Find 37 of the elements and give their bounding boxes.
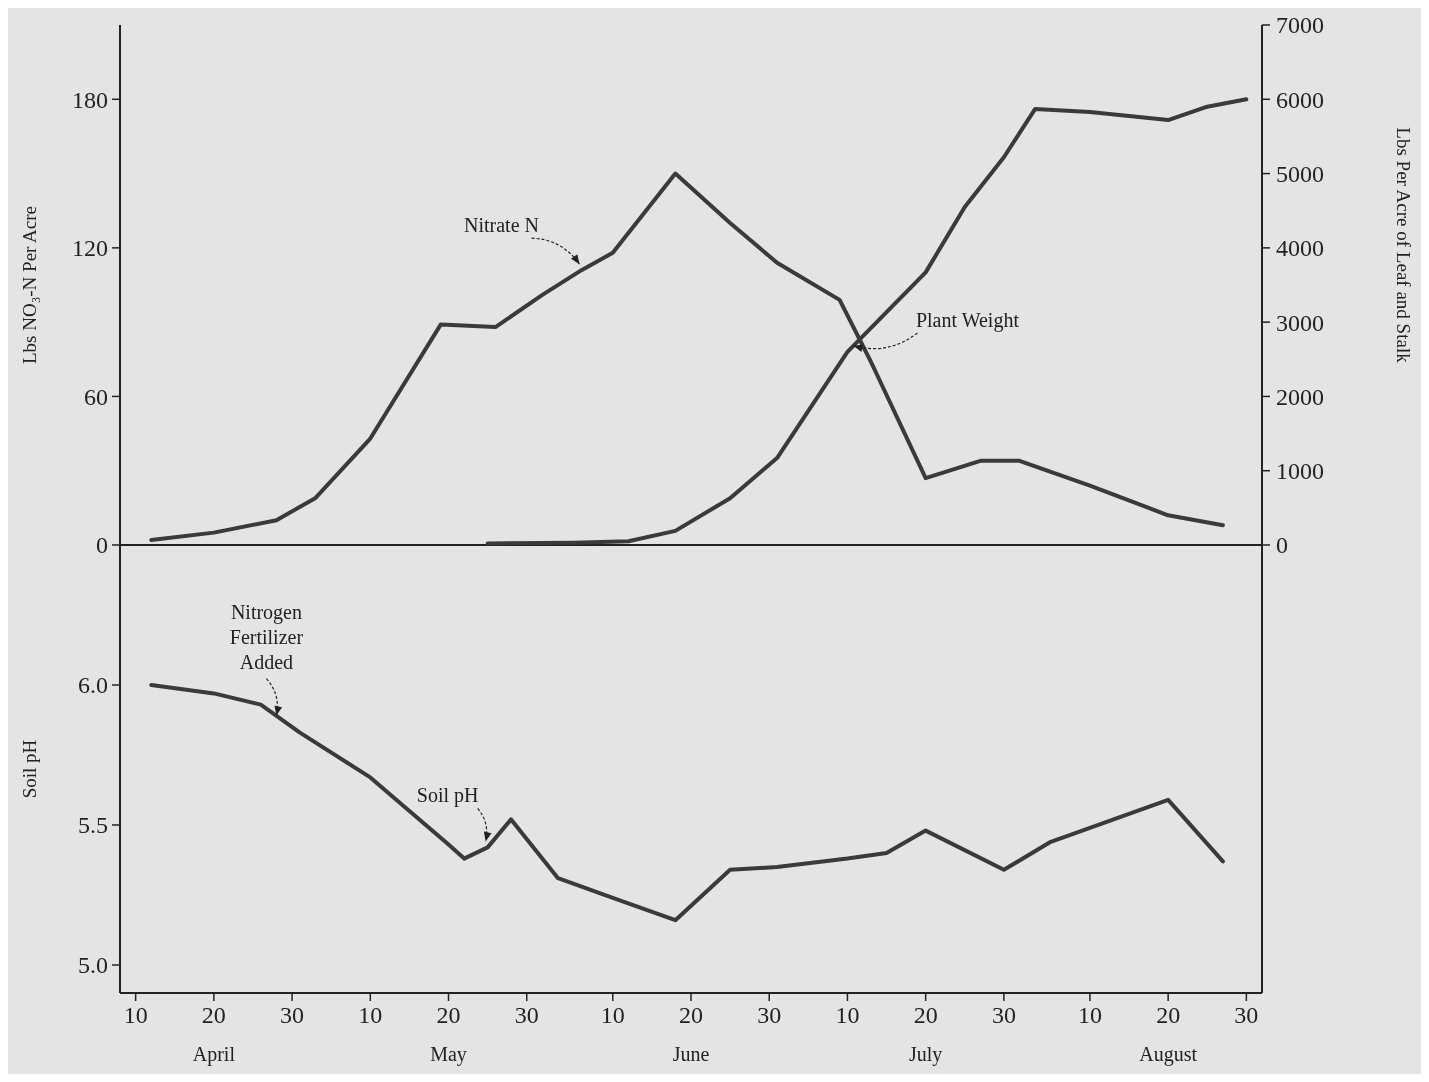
x-tick-label: 20 June (672, 1002, 710, 1065)
y-tick-label: 120 (72, 235, 108, 262)
y2-tick-label: 6000 (1276, 86, 1324, 113)
x-tick-label: 20 April (192, 1002, 236, 1066)
y-tick-label: 0 (96, 532, 108, 559)
text: Nitrate N (464, 214, 539, 237)
y2-axis-title: Lbs Per Acre of Leaf and Stalk (1393, 127, 1414, 364)
y2-tick-label: 4000 (1276, 235, 1324, 262)
x-tick-label: 20 August (1139, 1002, 1198, 1066)
x-tick-label: 10 (600, 1002, 625, 1028)
y2-tick-label: 1000 (1276, 458, 1324, 485)
x-tick-label: 20 July (908, 1002, 943, 1066)
x-tick-label: 20 May (430, 1002, 467, 1066)
x-tick-label: 30 (757, 1002, 782, 1028)
y-tick-label: 60 (84, 383, 108, 410)
y-axis-title: Soil pH (19, 739, 40, 799)
y-axis-title: Lbs NO₃-N Per Acre (19, 205, 40, 365)
x-tick-label: 30 (280, 1002, 305, 1028)
x-tick-label: 30 (991, 1002, 1016, 1028)
series-label: Soil pH (416, 784, 479, 808)
x-tick-label: 10 (358, 1002, 383, 1028)
y-tick-label: 5.0 (78, 952, 108, 979)
y-tick-label: 6.0 (78, 672, 108, 699)
x-tick-label: 10 (123, 1002, 148, 1028)
series-label: Plant Weight (915, 308, 1020, 332)
y2-tick-label: 2000 (1276, 383, 1324, 410)
annotation: Nitrogen Fertilizer Added (229, 600, 304, 673)
y2-tick-label: 3000 (1276, 309, 1324, 336)
y-tick-label: 5.5 (78, 812, 108, 839)
y2-tick-label: 0 (1276, 532, 1288, 559)
y-tick-label: 180 (72, 86, 108, 113)
x-tick-label: 10 (835, 1002, 860, 1028)
x-tick-label: 10 (1077, 1002, 1102, 1028)
y2-tick-label: 7000 (1276, 12, 1324, 39)
y2-tick-label: 5000 (1276, 160, 1324, 187)
x-tick-label: 30 (1234, 1002, 1259, 1028)
x-tick-label: 30 (514, 1002, 539, 1028)
